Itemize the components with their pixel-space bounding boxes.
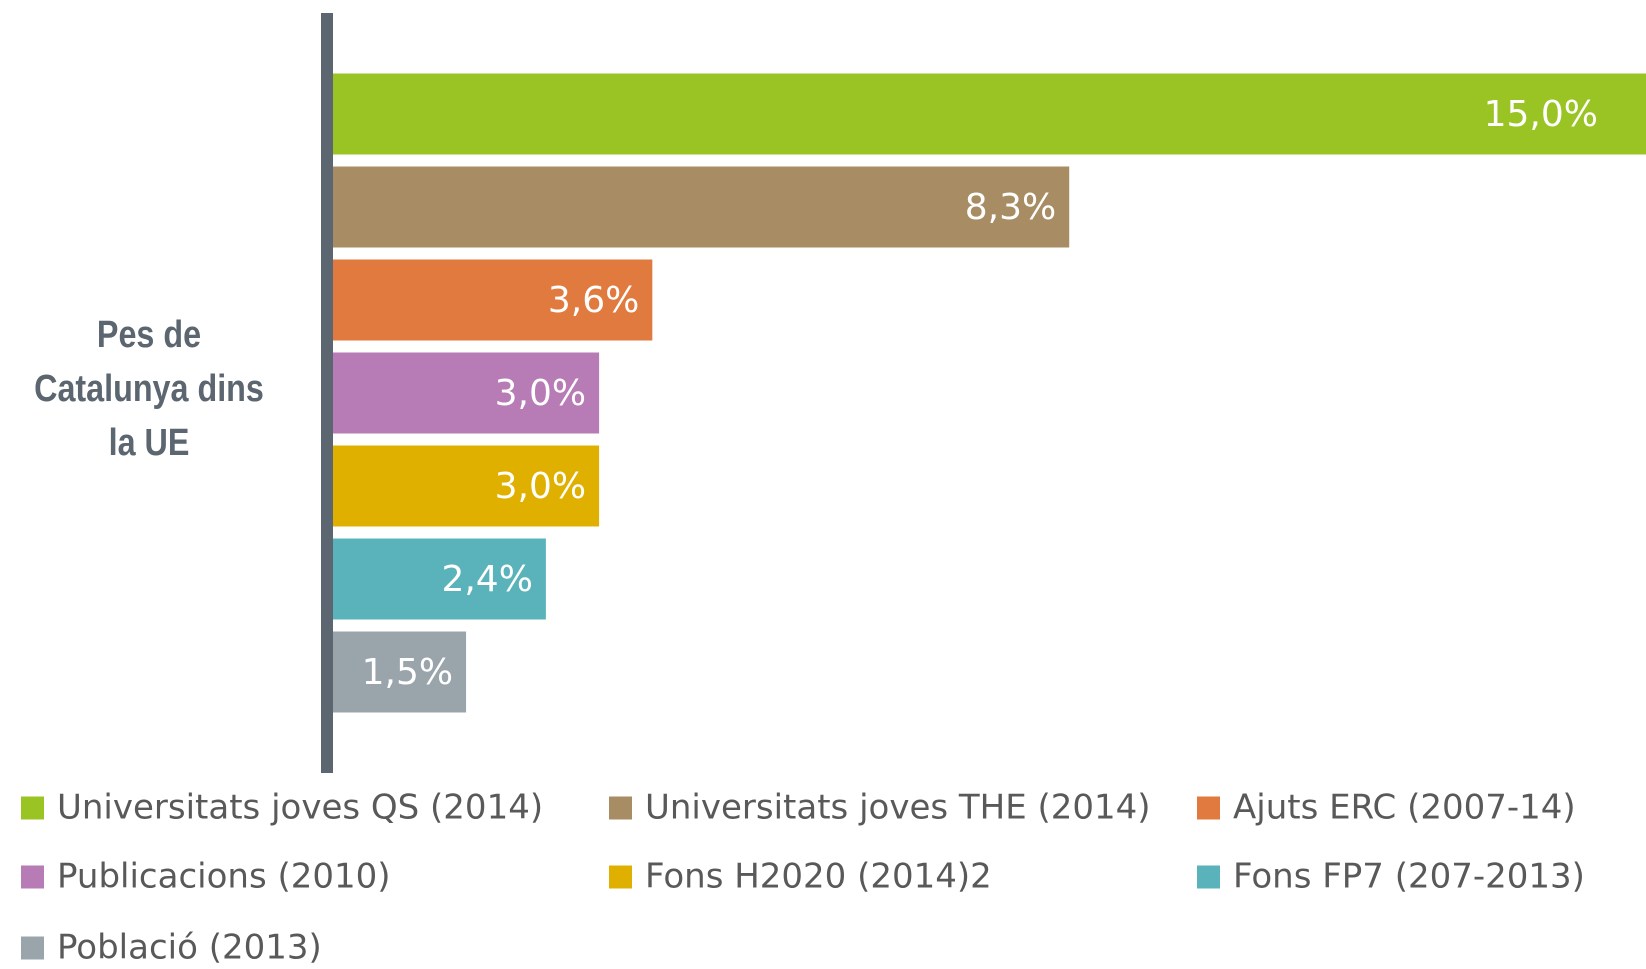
- bar: [333, 259, 653, 341]
- data-label: 3,0%: [495, 466, 586, 507]
- legend-label: Fons H2020 (2014)2: [645, 857, 992, 897]
- legend-swatch: [1197, 796, 1220, 820]
- legend-label: Població (2013): [57, 928, 322, 968]
- data-label: 15,0%: [1484, 94, 1598, 135]
- legend-label: Universitats joves THE (2014): [645, 788, 1151, 828]
- data-label: 3,6%: [548, 280, 639, 321]
- legend-label: Publicacions (2010): [57, 857, 391, 897]
- data-label: 2,4%: [441, 559, 532, 600]
- bar: [333, 631, 467, 713]
- legend-swatch: [21, 796, 44, 820]
- data-label: 8,3%: [965, 187, 1056, 228]
- data-label: 1,5%: [362, 652, 453, 693]
- bar: [333, 445, 600, 527]
- legend-swatch: [21, 865, 44, 889]
- bar: [333, 166, 1070, 248]
- legend-label: Fons FP7 (207-2013): [1233, 857, 1585, 897]
- axis-label: Pes de Catalunya dins la UE: [34, 314, 264, 464]
- legend-swatch: [609, 865, 632, 889]
- legend-swatch: [609, 796, 632, 820]
- category-axis: [321, 13, 333, 773]
- bar: [333, 352, 600, 434]
- legend-label: Universitats joves QS (2014): [57, 788, 543, 828]
- legend-swatch: [1197, 865, 1220, 889]
- bar: [333, 538, 546, 620]
- legend-label: Ajuts ERC (2007-14): [1233, 788, 1576, 828]
- data-label: 3,0%: [495, 373, 586, 414]
- legend-swatch: [21, 936, 44, 960]
- bar: [333, 73, 1646, 155]
